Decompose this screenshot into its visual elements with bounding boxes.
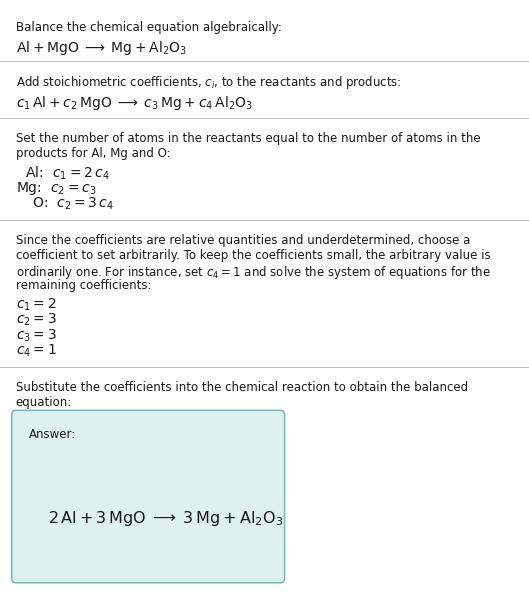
Text: Mg:  $c_2 = c_3$: Mg: $c_2 = c_3$	[16, 180, 96, 197]
Text: Balance the chemical equation algebraically:: Balance the chemical equation algebraica…	[16, 21, 282, 34]
Text: coefficient to set arbitrarily. To keep the coefficients small, the arbitrary va: coefficient to set arbitrarily. To keep …	[16, 249, 490, 262]
Text: $c_1\,\mathrm{Al} + c_2\,\mathrm{MgO} \;\longrightarrow\; c_3\,\mathrm{Mg} + c_4: $c_1\,\mathrm{Al} + c_2\,\mathrm{MgO} \;…	[16, 94, 253, 112]
Text: remaining coefficients:: remaining coefficients:	[16, 279, 151, 292]
Text: products for Al, Mg and O:: products for Al, Mg and O:	[16, 147, 170, 160]
Text: Answer:: Answer:	[29, 428, 76, 441]
Text: Substitute the coefficients into the chemical reaction to obtain the balanced: Substitute the coefficients into the che…	[16, 381, 468, 394]
Text: equation:: equation:	[16, 396, 72, 409]
Text: $c_2 = 3$: $c_2 = 3$	[16, 312, 57, 328]
Text: $c_3 = 3$: $c_3 = 3$	[16, 327, 57, 344]
Text: $2\,\mathrm{Al} + 3\,\mathrm{MgO} \;\longrightarrow\; 3\,\mathrm{Mg} + \mathrm{A: $2\,\mathrm{Al} + 3\,\mathrm{MgO} \;\lon…	[48, 509, 283, 529]
Text: Al:  $c_1 = 2\,c_4$: Al: $c_1 = 2\,c_4$	[21, 164, 110, 182]
Text: $c_4 = 1$: $c_4 = 1$	[16, 342, 57, 359]
FancyBboxPatch shape	[12, 410, 285, 583]
Text: O:  $c_2 = 3\,c_4$: O: $c_2 = 3\,c_4$	[19, 196, 114, 212]
Text: $c_1 = 2$: $c_1 = 2$	[16, 297, 57, 313]
Text: Since the coefficients are relative quantities and underdetermined, choose a: Since the coefficients are relative quan…	[16, 234, 470, 246]
Text: Set the number of atoms in the reactants equal to the number of atoms in the: Set the number of atoms in the reactants…	[16, 132, 480, 144]
Text: ordinarily one. For instance, set $c_4 = 1$ and solve the system of equations fo: ordinarily one. For instance, set $c_4 =…	[16, 264, 491, 281]
Text: $\mathrm{Al} + \mathrm{MgO} \;\longrightarrow\; \mathrm{Mg} + \mathrm{Al_2O_3}$: $\mathrm{Al} + \mathrm{MgO} \;\longright…	[16, 39, 187, 58]
Text: Add stoichiometric coefficients, $c_i$, to the reactants and products:: Add stoichiometric coefficients, $c_i$, …	[16, 74, 402, 91]
